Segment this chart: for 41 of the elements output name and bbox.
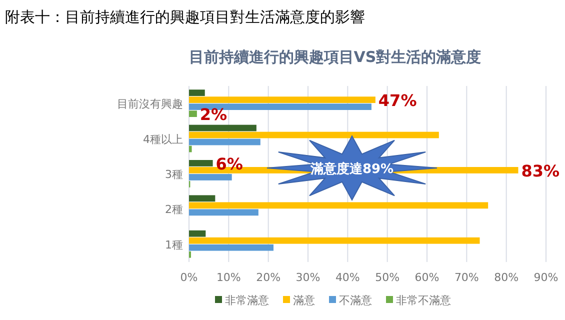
bar [189,237,480,244]
y-tick-label: 1種 [165,238,183,252]
y-tick-label: 3種 [165,168,183,181]
y-tick-label: 2種 [165,203,183,216]
bar [189,202,488,209]
x-tick-label: 50% [375,271,400,284]
legend-label: 非常滿意 [225,294,269,307]
legend-label: 非常不滿意 [396,294,451,307]
data-label: 2% [200,105,228,124]
bar [189,244,274,251]
x-tick-label: 40% [335,271,360,284]
text: 附表十：目前持續進行的興趣項目對生活滿意度的影響 [5,8,365,26]
x-tick-label: 0% [180,271,198,284]
x-tick-label: 30% [296,271,320,284]
legend-label: 滿意 [293,294,315,307]
y-tick-label: 4種以上 [143,132,183,146]
bar [189,174,232,180]
bar [189,230,206,237]
x-tick-label: 20% [256,271,281,284]
x-tick-label: 80% [494,271,519,284]
bar [189,209,258,216]
x-tick-label: 10% [216,271,241,284]
legend-label: 不滿意 [339,294,372,307]
bar [189,138,260,146]
annotation: 滿意度達89% [309,161,394,177]
bar [189,90,205,96]
data-label: 47% [378,91,417,110]
chart-title: 目前持續進行的興趣項目VS對生活的滿意度 [188,48,482,66]
bar [189,195,216,202]
bar [189,104,372,110]
x-tick-label: 60% [414,271,440,284]
bar [189,146,192,152]
bar [189,124,256,132]
x-tick-label: 70% [454,271,479,284]
bar [189,96,376,103]
x-tick-label: 90% [534,271,558,284]
bar [189,160,213,166]
data-label: 83% [521,162,560,180]
y-tick-label: 目前沒有興趣 [117,98,183,111]
bar [189,110,197,117]
bar [189,132,439,138]
